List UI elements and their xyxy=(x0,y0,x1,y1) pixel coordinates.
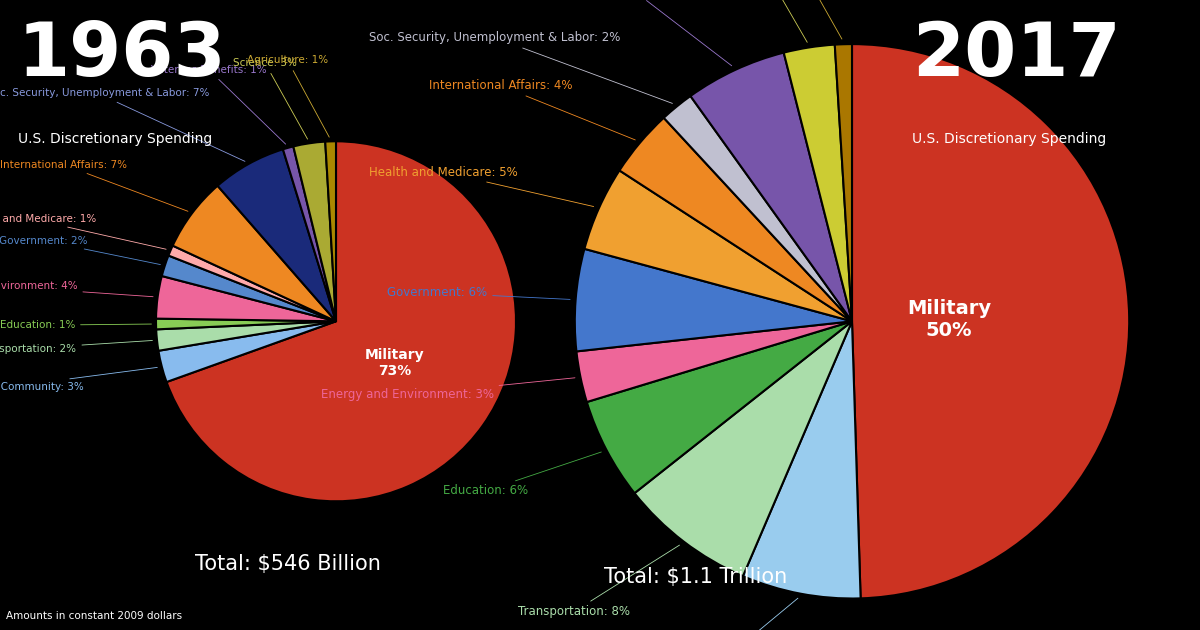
Wedge shape xyxy=(576,321,852,402)
Wedge shape xyxy=(587,321,852,493)
Text: Energy and Environment: 4%: Energy and Environment: 4% xyxy=(0,281,154,297)
Wedge shape xyxy=(852,44,1129,598)
Text: U.S. Discretionary Spending: U.S. Discretionary Spending xyxy=(912,132,1106,146)
Text: U.S. Discretionary Spending: U.S. Discretionary Spending xyxy=(18,132,212,146)
Text: Amounts in constant 2009 dollars: Amounts in constant 2009 dollars xyxy=(6,610,182,621)
Wedge shape xyxy=(283,146,336,321)
Wedge shape xyxy=(168,246,336,321)
Wedge shape xyxy=(293,142,336,321)
Wedge shape xyxy=(835,44,852,321)
Text: Health and Medicare: 5%: Health and Medicare: 5% xyxy=(370,166,594,207)
Text: Housing and Community: 3%: Housing and Community: 3% xyxy=(0,367,157,392)
Text: Military
73%: Military 73% xyxy=(365,348,425,378)
Text: Government: 6%: Government: 6% xyxy=(388,287,570,299)
Wedge shape xyxy=(173,186,336,321)
Text: Education: 6%: Education: 6% xyxy=(443,452,601,498)
Text: Total: $1.1 Trillion: Total: $1.1 Trillion xyxy=(605,567,787,587)
Text: Veterans Benefits: 6%: Veterans Benefits: 6% xyxy=(566,0,732,66)
Text: Soc. Security, Unemployment & Labor: 2%: Soc. Security, Unemployment & Labor: 2% xyxy=(370,32,672,103)
Wedge shape xyxy=(690,53,852,321)
Text: Science: 3%: Science: 3% xyxy=(233,58,307,139)
Text: 2017: 2017 xyxy=(912,19,1121,92)
Text: Science: 3%: Science: 3% xyxy=(724,0,808,42)
Text: Military
50%: Military 50% xyxy=(907,299,991,340)
Text: Government: 2%: Government: 2% xyxy=(0,236,161,265)
Wedge shape xyxy=(217,149,336,321)
Wedge shape xyxy=(325,141,336,321)
Text: Soc. Security, Unemployment & Labor: 7%: Soc. Security, Unemployment & Labor: 7% xyxy=(0,88,245,161)
Wedge shape xyxy=(743,321,860,598)
Text: Transportation: 8%: Transportation: 8% xyxy=(517,545,679,619)
Text: Agriculture: 1%: Agriculture: 1% xyxy=(247,55,329,137)
Wedge shape xyxy=(619,118,852,321)
Text: Agriculture: 1%: Agriculture: 1% xyxy=(749,0,842,39)
Text: Health and Medicare: 1%: Health and Medicare: 1% xyxy=(0,214,166,249)
Wedge shape xyxy=(575,249,852,352)
Wedge shape xyxy=(156,319,336,329)
Text: Transportation: 2%: Transportation: 2% xyxy=(0,340,152,353)
Text: Veterans Benefits: 1%: Veterans Benefits: 1% xyxy=(151,65,286,144)
Text: Energy and Environment: 3%: Energy and Environment: 3% xyxy=(320,378,575,401)
Wedge shape xyxy=(162,256,336,321)
Text: 1963: 1963 xyxy=(18,19,227,92)
Text: Housing and Community: 7%: Housing and Community: 7% xyxy=(612,598,798,630)
Text: International Affairs: 7%: International Affairs: 7% xyxy=(0,160,188,211)
Text: Total: $546 Billion: Total: $546 Billion xyxy=(196,554,380,575)
Wedge shape xyxy=(156,276,336,321)
Wedge shape xyxy=(584,171,852,321)
Wedge shape xyxy=(158,321,336,382)
Wedge shape xyxy=(156,321,336,351)
Wedge shape xyxy=(784,45,852,321)
Text: International Affairs: 4%: International Affairs: 4% xyxy=(428,79,635,140)
Wedge shape xyxy=(664,96,852,321)
Wedge shape xyxy=(635,321,852,576)
Wedge shape xyxy=(167,141,516,501)
Text: Education: 1%: Education: 1% xyxy=(0,320,151,330)
